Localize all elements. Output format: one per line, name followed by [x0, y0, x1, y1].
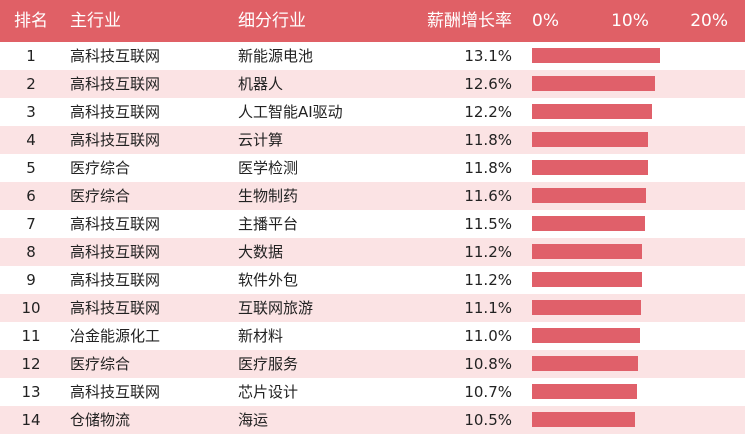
table-row: 8 高科技互联网 大数据 11.2%: [0, 238, 745, 266]
growth-bar: [532, 244, 642, 259]
main-industry-cell: 冶金能源化工: [70, 327, 161, 345]
header-sub-industry: 细分行业: [238, 11, 306, 31]
sub-industry-cell: 大数据: [238, 243, 284, 261]
table-row: 13 高科技互联网 芯片设计 10.7%: [0, 378, 745, 406]
main-industry-cell: 高科技互联网: [70, 47, 161, 65]
table-row: 2 高科技互联网 机器人 12.6%: [0, 70, 745, 98]
table-row: 14 仓储物流 海运 10.5%: [0, 406, 745, 434]
table-row: 6 医疗综合 生物制药 11.6%: [0, 182, 745, 210]
growth-rate-label: 11.2%: [464, 271, 512, 289]
rank-cell: 14: [21, 411, 41, 429]
growth-bar: [532, 328, 640, 343]
main-industry-cell: 高科技互联网: [70, 243, 161, 261]
table-header: 排名 主行业 细分行业 薪酬增长率 0% 10% 20%: [0, 0, 745, 42]
main-industry-cell: 医疗综合: [70, 355, 131, 373]
table-row: 11 冶金能源化工 新材料 11.0%: [0, 322, 745, 350]
growth-rate-label: 10.8%: [464, 355, 512, 373]
growth-rate-label: 11.6%: [464, 187, 512, 205]
rank-cell: 1: [26, 47, 36, 65]
growth-bar: [532, 216, 645, 231]
axis-tick-0: 0%: [532, 11, 559, 31]
header-rank: 排名: [14, 11, 48, 31]
axis-tick-20: 20%: [690, 11, 728, 31]
rank-cell: 12: [21, 355, 41, 373]
table-row: 3 高科技互联网 人工智能AI驱动 12.2%: [0, 98, 745, 126]
sub-industry-cell: 互联网旅游: [238, 299, 314, 317]
growth-bar: [532, 188, 646, 203]
main-industry-cell: 高科技互联网: [70, 299, 161, 317]
table-row: 9 高科技互联网 软件外包 11.2%: [0, 266, 745, 294]
main-industry-cell: 高科技互联网: [70, 383, 161, 401]
growth-rate-label: 11.0%: [464, 327, 512, 345]
growth-bar: [532, 104, 652, 119]
rank-cell: 9: [26, 271, 36, 289]
main-industry-cell: 高科技互联网: [70, 75, 161, 93]
rank-cell: 2: [26, 75, 36, 93]
sub-industry-cell: 新材料: [238, 327, 284, 345]
growth-bar: [532, 356, 638, 371]
sub-industry-cell: 医疗服务: [238, 355, 299, 373]
sub-industry-cell: 海运: [238, 411, 269, 429]
growth-rate-label: 12.2%: [464, 103, 512, 121]
growth-rate-label: 13.1%: [464, 47, 512, 65]
growth-rate-label: 10.7%: [464, 383, 512, 401]
sub-industry-cell: 机器人: [238, 75, 284, 93]
main-industry-cell: 高科技互联网: [70, 215, 161, 233]
growth-bar: [532, 272, 642, 287]
table-row: 7 高科技互联网 主播平台 11.5%: [0, 210, 745, 238]
growth-rate-label: 11.2%: [464, 243, 512, 261]
axis-tick-10: 10%: [611, 11, 649, 31]
sub-industry-cell: 芯片设计: [238, 383, 299, 401]
growth-bar: [532, 76, 656, 91]
table-row: 10 高科技互联网 互联网旅游 11.1%: [0, 294, 745, 322]
growth-bar: [532, 412, 635, 427]
growth-rate-label: 11.8%: [464, 159, 512, 177]
growth-rate-label: 11.5%: [464, 215, 512, 233]
rank-cell: 13: [21, 383, 41, 401]
sub-industry-cell: 医学检测: [238, 159, 299, 177]
sub-industry-cell: 人工智能AI驱动: [238, 103, 343, 121]
sub-industry-cell: 软件外包: [238, 271, 299, 289]
growth-bar: [532, 300, 641, 315]
growth-bar: [532, 132, 648, 147]
growth-rate-label: 11.1%: [464, 299, 512, 317]
rank-cell: 8: [26, 243, 36, 261]
growth-rate-label: 11.8%: [464, 131, 512, 149]
sub-industry-cell: 生物制药: [238, 187, 299, 205]
table-row: 4 高科技互联网 云计算 11.8%: [0, 126, 745, 154]
growth-bar: [532, 384, 637, 399]
table-row: 12 医疗综合 医疗服务 10.8%: [0, 350, 745, 378]
growth-rate-label: 10.5%: [464, 411, 512, 429]
table-row: 5 医疗综合 医学检测 11.8%: [0, 154, 745, 182]
main-industry-cell: 仓储物流: [70, 411, 131, 429]
header-growth-rate: 薪酬增长率: [427, 11, 512, 31]
table-row: 1 高科技互联网 新能源电池 13.1%: [0, 42, 745, 70]
growth-bar: [532, 160, 648, 175]
rank-cell: 6: [26, 187, 36, 205]
rank-cell: 3: [26, 103, 36, 121]
main-industry-cell: 高科技互联网: [70, 103, 161, 121]
rank-cell: 10: [21, 299, 41, 317]
rank-cell: 11: [21, 327, 41, 345]
header-main-industry: 主行业: [70, 11, 121, 31]
main-industry-cell: 高科技互联网: [70, 271, 161, 289]
growth-bar: [532, 48, 661, 63]
main-industry-cell: 医疗综合: [70, 187, 131, 205]
rank-cell: 4: [26, 131, 36, 149]
sub-industry-cell: 主播平台: [238, 215, 299, 233]
rank-cell: 7: [26, 215, 36, 233]
growth-rate-label: 12.6%: [464, 75, 512, 93]
rank-cell: 5: [26, 159, 36, 177]
sub-industry-cell: 新能源电池: [238, 47, 314, 65]
sub-industry-cell: 云计算: [238, 131, 284, 149]
main-industry-cell: 高科技互联网: [70, 131, 161, 149]
main-industry-cell: 医疗综合: [70, 159, 131, 177]
